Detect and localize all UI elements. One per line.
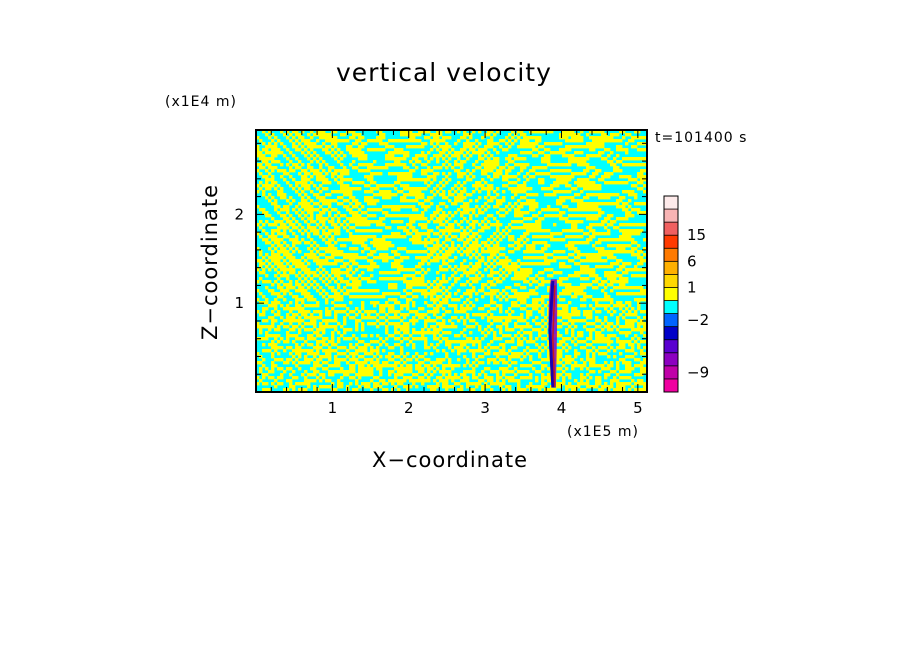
axes: 1 2 3 4 5 1 2 xyxy=(234,130,647,417)
colorbar-tick-label: 6 xyxy=(687,252,697,270)
colorbar-level xyxy=(664,300,678,314)
colorbar-level xyxy=(664,274,678,288)
x-tick-label: 1 xyxy=(328,399,338,417)
colorbar-level xyxy=(664,313,678,327)
y-tick-label: 2 xyxy=(234,205,244,223)
y-axis-unit: (x1E4 m) xyxy=(165,94,237,110)
colorbar-level xyxy=(664,339,678,354)
updraft-cells xyxy=(256,130,647,392)
colorbar-level xyxy=(664,365,678,380)
time-label: t=101400 s xyxy=(655,130,748,146)
x-axis-unit: (x1E5 m) xyxy=(567,424,639,440)
velocity-field xyxy=(256,130,647,392)
x-tick-label: 2 xyxy=(404,399,414,417)
colorbar-level xyxy=(664,235,678,249)
chart-title: vertical velocity xyxy=(336,58,552,87)
colorbar-tick-label: −9 xyxy=(687,363,709,381)
colorbar: 15 6 1 −2 −9 xyxy=(663,195,709,393)
plume-core-downdraft xyxy=(548,280,555,388)
colorbar-tick-label: 1 xyxy=(687,278,697,296)
colorbar-level xyxy=(664,209,678,223)
colorbar-tick-label: −2 xyxy=(687,311,709,329)
colorbar-level xyxy=(664,222,678,236)
x-axis-label: X−coordinate xyxy=(372,448,528,472)
colorbar-level xyxy=(664,287,678,301)
x-tick-label: 4 xyxy=(557,399,567,417)
x-tick-label: 3 xyxy=(480,399,490,417)
colorbar-tick-label: 15 xyxy=(687,226,706,244)
colorbar-level xyxy=(664,326,678,341)
y-tick-label: 1 xyxy=(234,294,244,312)
x-tick-label: 5 xyxy=(633,399,643,417)
colorbar-frame xyxy=(663,195,679,393)
plot-frame xyxy=(255,129,648,393)
colorbar-level xyxy=(664,196,678,210)
colorbar-level xyxy=(664,352,678,367)
colorbar-level xyxy=(664,378,678,393)
colorbar-level xyxy=(664,261,678,275)
plume-core-updraft xyxy=(552,285,556,388)
colorbar-level xyxy=(664,248,678,262)
